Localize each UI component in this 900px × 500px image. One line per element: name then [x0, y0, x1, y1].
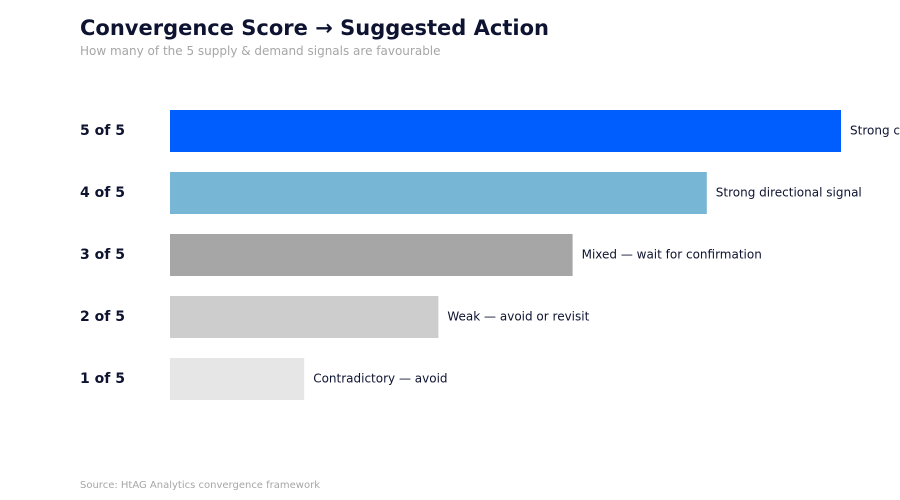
- bar-row: 2 of 5 Weak — avoid or revisit: [80, 296, 590, 338]
- bar-annotation: Weak — avoid or revisit: [447, 310, 589, 324]
- bar-annotation: Contradictory — avoid: [313, 372, 447, 386]
- category-label: 3 of 5: [80, 247, 125, 263]
- bar-annotation: Strong directional signal: [716, 186, 862, 200]
- category-label: 5 of 5: [80, 123, 125, 139]
- bars-layer: 5 of 5 Strong convergence — act 4 of 5 Stro…: [80, 110, 900, 400]
- source-note: Source: HtAG Analytics convergence frame…: [80, 480, 320, 491]
- category-label: 4 of 5: [80, 185, 125, 201]
- bar-row: 5 of 5 Strong convergence — act: [80, 110, 900, 152]
- bar: [170, 110, 841, 152]
- bar-row: 4 of 5 Strong directional signal: [80, 172, 862, 214]
- bar-row: 1 of 5 Contradictory — avoid: [80, 358, 448, 400]
- bar-annotation: Strong convergence — act: [850, 124, 900, 138]
- bar: [170, 234, 573, 276]
- bar: [170, 172, 707, 214]
- category-label: 2 of 5: [80, 309, 125, 325]
- bar: [170, 296, 439, 338]
- chart-subtitle: How many of the 5 supply & demand signal…: [80, 44, 441, 58]
- chart-title: Convergence Score → Suggested Action: [80, 16, 549, 40]
- bar-row: 3 of 5 Mixed — wait for confirmation: [80, 234, 762, 276]
- bar-annotation: Mixed — wait for confirmation: [582, 248, 762, 262]
- category-label: 1 of 5: [80, 371, 125, 387]
- bar: [170, 358, 305, 400]
